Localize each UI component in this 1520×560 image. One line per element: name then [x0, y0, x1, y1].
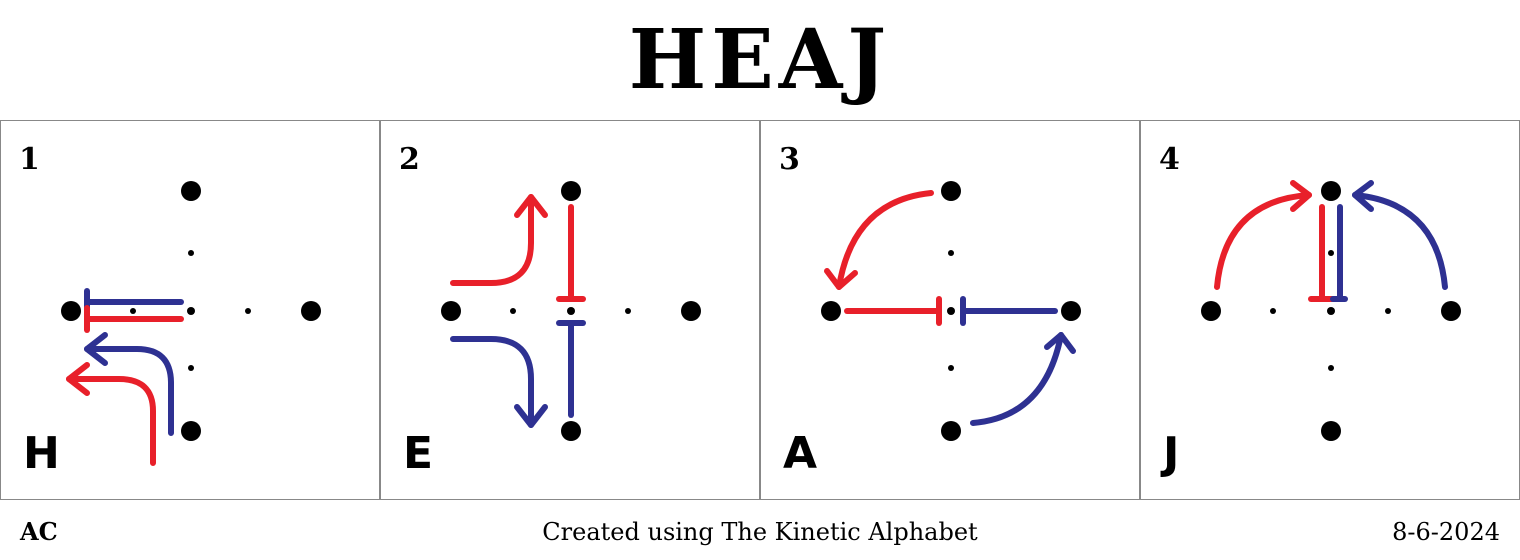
panel-number: 4: [1159, 142, 1180, 177]
blue-bar-stroke: [960, 296, 1058, 326]
grid-dots: [61, 181, 321, 441]
panel-2: 2 E: [380, 120, 760, 500]
panel-number: 3: [779, 142, 800, 177]
blue-arrow-stroke: [450, 336, 548, 428]
panel-strip: 1 H: [0, 120, 1520, 500]
panel-3-diagram: [821, 181, 1081, 441]
grid-point-top: [941, 181, 961, 201]
blue-arrow-stroke: [970, 332, 1076, 426]
grid-point-right: [1061, 301, 1081, 321]
grid-dots: [1201, 181, 1461, 441]
panel-1-diagram: [61, 181, 321, 466]
panel-number: 1: [19, 142, 40, 177]
panel-2-diagram: [441, 181, 701, 441]
panel-4-diagram: [1201, 180, 1461, 441]
grid-point-minor: [510, 308, 516, 314]
red-bar-stroke: [556, 204, 586, 302]
grid-point-top: [181, 181, 201, 201]
footer-date: 8-6-2024: [1392, 518, 1500, 546]
panel-letter: H: [23, 428, 60, 479]
grid-point-center: [947, 307, 955, 315]
grid-point-bottom: [941, 421, 961, 441]
panel-letter: E: [403, 428, 434, 479]
blue-arrow-stroke: [84, 332, 174, 436]
panel-letter: A: [783, 428, 818, 479]
blue-arrow-stroke: [1352, 180, 1448, 290]
grid-point-minor: [1270, 308, 1276, 314]
grid-dots: [821, 181, 1081, 441]
red-bar-stroke: [1308, 204, 1336, 302]
blue-bar-stroke: [1330, 204, 1348, 302]
blue-bar-stroke: [556, 320, 586, 418]
red-arrow-stroke: [66, 362, 156, 466]
grid-point-right: [1441, 301, 1461, 321]
panel-1: 1 H: [0, 120, 380, 500]
panel-3: 3 A: [760, 120, 1140, 500]
grid-point-center: [567, 307, 575, 315]
grid-point-right: [681, 301, 701, 321]
red-bar-stroke: [844, 296, 942, 326]
panel-letter: J: [1163, 428, 1180, 479]
footer-author: AC: [20, 517, 58, 546]
grid-point-left: [441, 301, 461, 321]
panel-number: 2: [399, 142, 420, 177]
grid-point-minor: [948, 250, 954, 256]
grid-point-right: [301, 301, 321, 321]
grid-dots: [441, 181, 701, 441]
panel-4: 4 J: [1140, 120, 1520, 500]
grid-point-top: [561, 181, 581, 201]
grid-point-minor: [1328, 250, 1334, 256]
red-arrow-stroke: [1214, 180, 1312, 290]
grid-point-minor: [948, 365, 954, 371]
grid-point-left: [821, 301, 841, 321]
page-title: HEAJ: [628, 12, 892, 108]
grid-point-left: [1201, 301, 1221, 321]
grid-point-minor: [625, 308, 631, 314]
grid-point-center: [187, 307, 195, 315]
red-arrow-stroke: [450, 194, 548, 286]
grid-point-bottom: [561, 421, 581, 441]
red-arrow-stroke: [824, 190, 934, 290]
footer-credit: Created using The Kinetic Alphabet: [542, 518, 978, 546]
grid-point-left: [61, 301, 81, 321]
grid-point-minor: [188, 365, 194, 371]
grid-point-center: [1327, 307, 1335, 315]
grid-point-minor: [245, 308, 251, 314]
grid-point-minor: [1385, 308, 1391, 314]
grid-point-top: [1321, 181, 1341, 201]
grid-point-minor: [1328, 365, 1334, 371]
grid-point-minor: [188, 250, 194, 256]
grid-point-bottom: [181, 421, 201, 441]
red-bar-stroke: [84, 305, 184, 333]
grid-point-bottom: [1321, 421, 1341, 441]
grid-point-minor: [130, 308, 136, 314]
